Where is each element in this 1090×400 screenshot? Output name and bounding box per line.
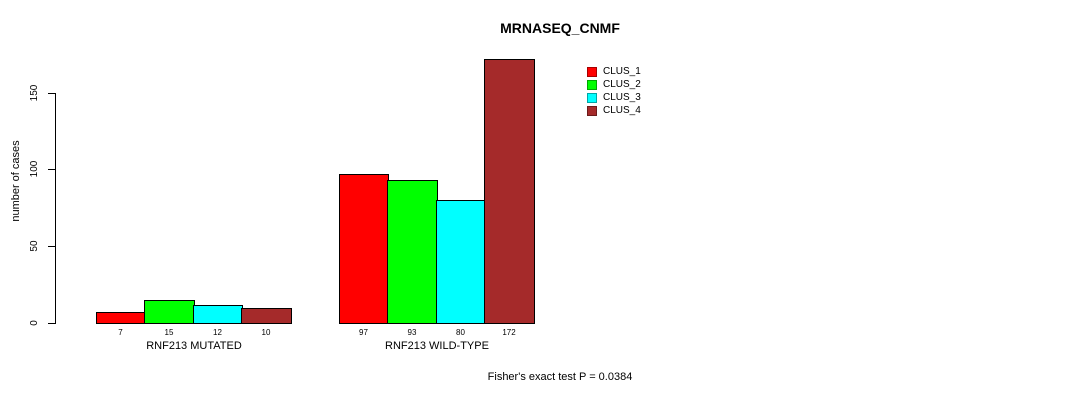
footnote-stat-test: Fisher's exact test P = 0.0384: [487, 371, 633, 383]
y-tick: [48, 93, 56, 94]
bar-clus_1-mutated: [96, 312, 146, 324]
y-tick: [48, 323, 56, 324]
legend-label: CLUS_4: [603, 105, 641, 116]
bar-clus_2-mutated: [144, 300, 195, 324]
bar-value-label: 7: [118, 328, 123, 337]
bar-clus_3-wildtype: [436, 200, 486, 324]
y-tick-label: 0: [29, 320, 40, 326]
legend-item-clus_2: CLUS_2: [587, 79, 641, 90]
legend-swatch-clus_1: [587, 66, 597, 77]
y-axis-label: number of cases: [10, 140, 22, 222]
legend-label: CLUS_2: [603, 79, 641, 90]
y-tick: [48, 169, 56, 170]
bar-clus_2-wildtype: [387, 180, 438, 324]
bar-value-label: 15: [164, 328, 174, 337]
chart-title: MRNASEQ_CNMF: [500, 20, 620, 36]
legend-label: CLUS_3: [603, 92, 641, 103]
legend-swatch-clus_2: [587, 79, 597, 90]
bar-clus_4-mutated: [241, 308, 292, 324]
y-tick-label: 50: [29, 240, 40, 252]
bar-value-label: 93: [407, 328, 417, 337]
group-label-wildtype: RNF213 WILD-TYPE: [385, 340, 489, 352]
bar-value-label: 97: [359, 328, 368, 337]
legend-item-clus_3: CLUS_3: [587, 92, 641, 103]
legend-label: CLUS_1: [603, 66, 641, 77]
y-tick-label: 150: [29, 84, 40, 102]
bar-value-label: 10: [261, 328, 271, 337]
y-tick: [48, 246, 56, 247]
y-tick-label: 100: [29, 160, 40, 178]
legend-item-clus_1: CLUS_1: [587, 66, 641, 77]
y-axis-line: [55, 93, 56, 324]
legend-item-clus_4: CLUS_4: [587, 105, 641, 116]
bar-clus_3-mutated: [193, 305, 243, 324]
bar-value-label: 80: [456, 328, 465, 337]
group-label-mutated: RNF213 MUTATED: [146, 340, 242, 352]
bar-clus_4-wildtype: [484, 59, 535, 324]
bar-value-label: 12: [213, 328, 222, 337]
bar-value-label: 172: [502, 328, 516, 337]
legend-swatch-clus_4: [587, 105, 597, 116]
bar-clus_1-wildtype: [339, 174, 389, 324]
legend-swatch-clus_3: [587, 92, 597, 103]
